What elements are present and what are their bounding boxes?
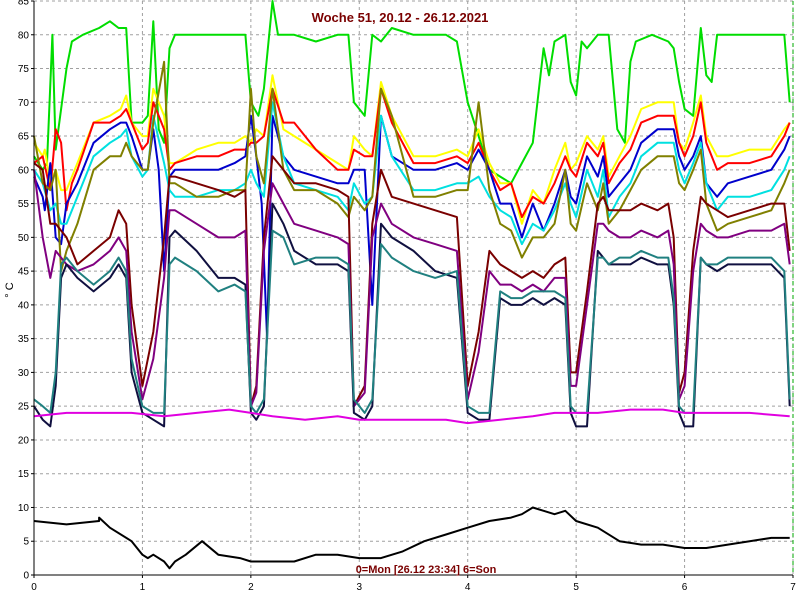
- y-tick-label: 85: [18, 0, 30, 8]
- y-tick-label: 75: [18, 64, 30, 75]
- x-tick-label: 1: [140, 582, 146, 593]
- x-tick-label: 5: [573, 582, 579, 593]
- chart-title: Woche 51, 20.12 - 26.12.2021: [312, 10, 489, 25]
- y-tick-label: 0: [23, 571, 29, 582]
- series-line-5: [33, 101, 791, 246]
- y-axis-label: ° C: [4, 282, 16, 297]
- x-tick-label: 2: [248, 582, 254, 593]
- series-line-12: [33, 506, 790, 570]
- y-tick-label: 15: [18, 469, 30, 480]
- y-tick-label: 25: [18, 402, 30, 413]
- time-annotation: 0=Mon [26.12 23:34] 6=Son: [356, 564, 497, 576]
- y-tick-label: 80: [18, 30, 30, 41]
- y-tick-label: 45: [18, 267, 30, 278]
- y-tick-label: 10: [18, 503, 30, 514]
- x-tick-label: 7: [790, 582, 796, 593]
- y-tick-label: 20: [18, 435, 30, 446]
- series-layer: [33, 0, 791, 570]
- x-tick-label: 4: [465, 582, 471, 593]
- x-tick-label: 3: [357, 582, 363, 593]
- y-tick-label: 50: [18, 233, 30, 244]
- series-line-8: [33, 169, 791, 408]
- y-tick-label: 55: [18, 199, 30, 210]
- y-tick-label: 35: [18, 334, 30, 345]
- y-tick-label: 65: [18, 132, 30, 143]
- series-line-1: [33, 0, 791, 185]
- series-line-6: [33, 60, 791, 273]
- y-tick-label: 40: [18, 300, 30, 311]
- x-tick-label: 0: [31, 582, 37, 593]
- series-line-10: [33, 229, 791, 414]
- series-line-7: [33, 155, 791, 408]
- x-tick-label: 6: [682, 582, 688, 593]
- y-tick-label: 70: [18, 98, 30, 109]
- y-tick-label: 60: [18, 165, 30, 176]
- y-tick-label: 5: [23, 537, 29, 548]
- series-line-11: [33, 408, 790, 425]
- series-line-3: [33, 87, 791, 219]
- y-tick-label: 30: [18, 368, 30, 379]
